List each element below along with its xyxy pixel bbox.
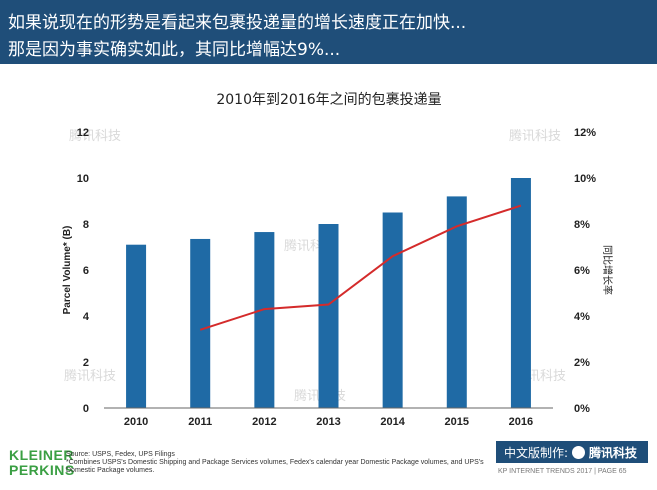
watermark-text: 腾讯科技 xyxy=(64,368,116,384)
volume-footnote: *Combines USPS's Domestic Shipping and P… xyxy=(66,459,484,474)
brand-prefix: 中文版制作: xyxy=(504,445,569,460)
logo-line-2: PERKINS xyxy=(9,462,75,478)
y2-tick-label: 2% xyxy=(574,357,590,369)
x-tick-label: 2015 xyxy=(445,416,469,428)
header-banner: 如果说现在的形势是看起来包裹投递量的增长速度正在加快... 那是因为事实确实如此… xyxy=(0,0,657,64)
y-tick-label: 2 xyxy=(83,357,89,369)
y2-tick-label: 8% xyxy=(574,219,590,231)
watermark-text: 腾讯科技 xyxy=(69,128,121,144)
chart-title: 2010年到2016年之间的包裹投递量 xyxy=(216,92,441,108)
x-tick-label: 2012 xyxy=(252,416,276,428)
y2-tick-label: 4% xyxy=(574,311,590,323)
watermark-layer: 腾讯科技腾讯科技腾讯科技腾讯科技腾讯科技腾讯科技 xyxy=(64,128,566,404)
source-note: Source: USPS, Fedex, UPS Filings xyxy=(66,451,175,458)
y2-tick-label: 6% xyxy=(574,265,590,277)
bar-2010 xyxy=(126,244,147,408)
report-page-line: KP INTERNET TRENDS 2017 | PAGE 65 xyxy=(498,468,627,475)
y2-axis-label: 同比增长率 xyxy=(601,245,614,295)
tencent-logo-icon xyxy=(572,445,586,459)
bar-2012 xyxy=(254,232,275,408)
logo-line-1: KLEINER xyxy=(9,447,74,463)
brand-name: 腾讯科技 xyxy=(589,445,638,460)
brand-box: 中文版制作: 腾讯科技 xyxy=(496,441,648,463)
bar-2013 xyxy=(318,224,339,408)
y2-tick-label: 12% xyxy=(574,127,596,139)
y-tick-label: 10 xyxy=(77,173,89,185)
footer-notes: Source: USPS, Fedex, UPS Filings *Combin… xyxy=(66,451,486,475)
x-tick-label: 2010 xyxy=(124,416,148,428)
x-tick-label: 2016 xyxy=(509,416,533,428)
bar-2016 xyxy=(510,178,531,408)
y2-tick-label: 0% xyxy=(574,403,590,415)
header-line-2: 那是因为事实确实如此，其同比增幅达9%... xyxy=(8,40,341,60)
bar-series xyxy=(126,178,531,408)
y-tick-label: 6 xyxy=(83,265,89,277)
y2-tick-labels: 0% 2% 4% 6% 8% 10% 12% xyxy=(574,127,596,415)
y-tick-labels: 0 2 4 6 8 10 12 xyxy=(77,127,90,415)
x-tick-label: 2011 xyxy=(188,416,212,428)
watermark-text: 腾讯科技 xyxy=(509,128,561,144)
growth-rate-line xyxy=(199,204,522,331)
y-tick-label: 4 xyxy=(83,311,90,323)
x-tick-label: 2013 xyxy=(316,416,340,428)
parcel-volume-chart: 腾讯科技腾讯科技腾讯科技腾讯科技腾讯科技腾讯科技 2010年到2016年之间的包… xyxy=(62,92,614,428)
bar-2015 xyxy=(446,196,467,408)
bar-2011 xyxy=(190,238,211,408)
bar-2014 xyxy=(382,212,403,408)
kleiner-perkins-logo: KLEINER PERKINS xyxy=(9,448,75,478)
x-tick-labels: 2010 2011 2012 2013 2014 2015 2016 xyxy=(124,416,533,428)
y-tick-label: 8 xyxy=(83,219,89,231)
y2-tick-label: 10% xyxy=(574,173,596,185)
y-axis-label: Parcel Volume* (B) xyxy=(62,226,73,315)
x-tick-label: 2014 xyxy=(380,416,405,428)
y-tick-label: 12 xyxy=(77,127,89,139)
y-tick-label: 0 xyxy=(83,403,89,415)
header-line-1: 如果说现在的形势是看起来包裹投递量的增长速度正在加快... xyxy=(8,13,467,33)
